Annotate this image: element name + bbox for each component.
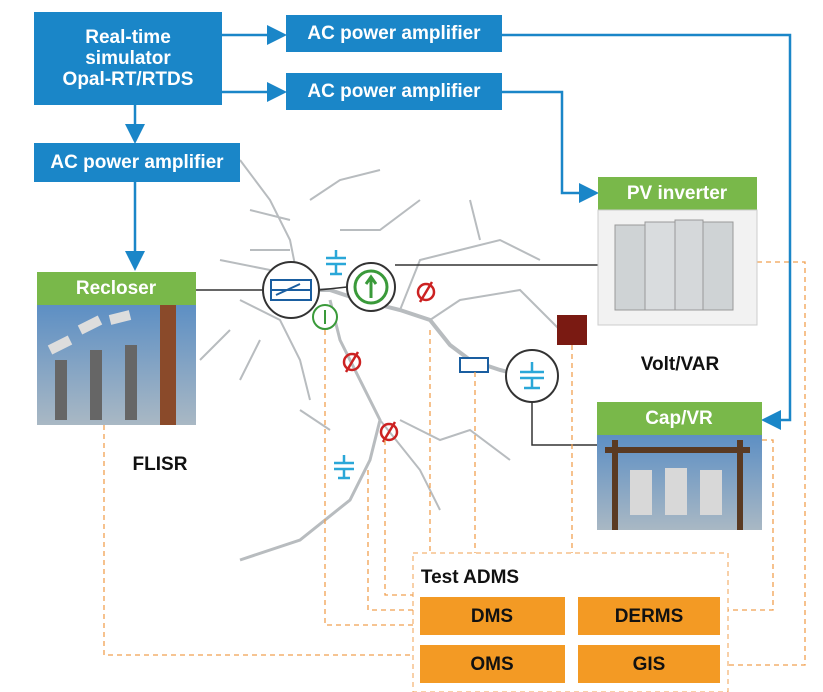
adms-module: DMS (471, 606, 513, 627)
simulator-line: Opal-RT/RTDS (63, 69, 194, 90)
diagram: Real-time simulator Opal-RT/RTDS AC powe… (0, 0, 823, 692)
amplifier-label: AC power amplifier (50, 152, 224, 173)
simulator: Real-time simulator Opal-RT/RTDS (34, 12, 222, 105)
recloser: Recloser FLISR (37, 272, 196, 475)
pv-inverter: PV inverter Volt/VAR (598, 177, 757, 375)
device-function: FLISR (133, 454, 188, 475)
grid-icons (196, 250, 598, 478)
adms-module: OMS (470, 654, 513, 675)
amplifier-label: AC power amplifier (307, 23, 481, 44)
device-label: PV inverter (627, 183, 728, 204)
feeder-network (200, 160, 560, 560)
adms: Test ADMS DMS DERMS OMS GIS (413, 553, 728, 692)
device-label: Cap/VR (645, 408, 713, 429)
device-function: Volt/VAR (641, 354, 720, 375)
simulator-line: Real-time (85, 27, 171, 48)
amplifier-label: AC power amplifier (307, 81, 481, 102)
adms-title: Test ADMS (421, 567, 519, 588)
adms-module: GIS (633, 654, 666, 675)
cap-vr: Cap/VR (597, 402, 762, 530)
adms-module: DERMS (615, 606, 684, 627)
simulator-line: simulator (85, 48, 171, 69)
device-label: Recloser (76, 278, 157, 299)
